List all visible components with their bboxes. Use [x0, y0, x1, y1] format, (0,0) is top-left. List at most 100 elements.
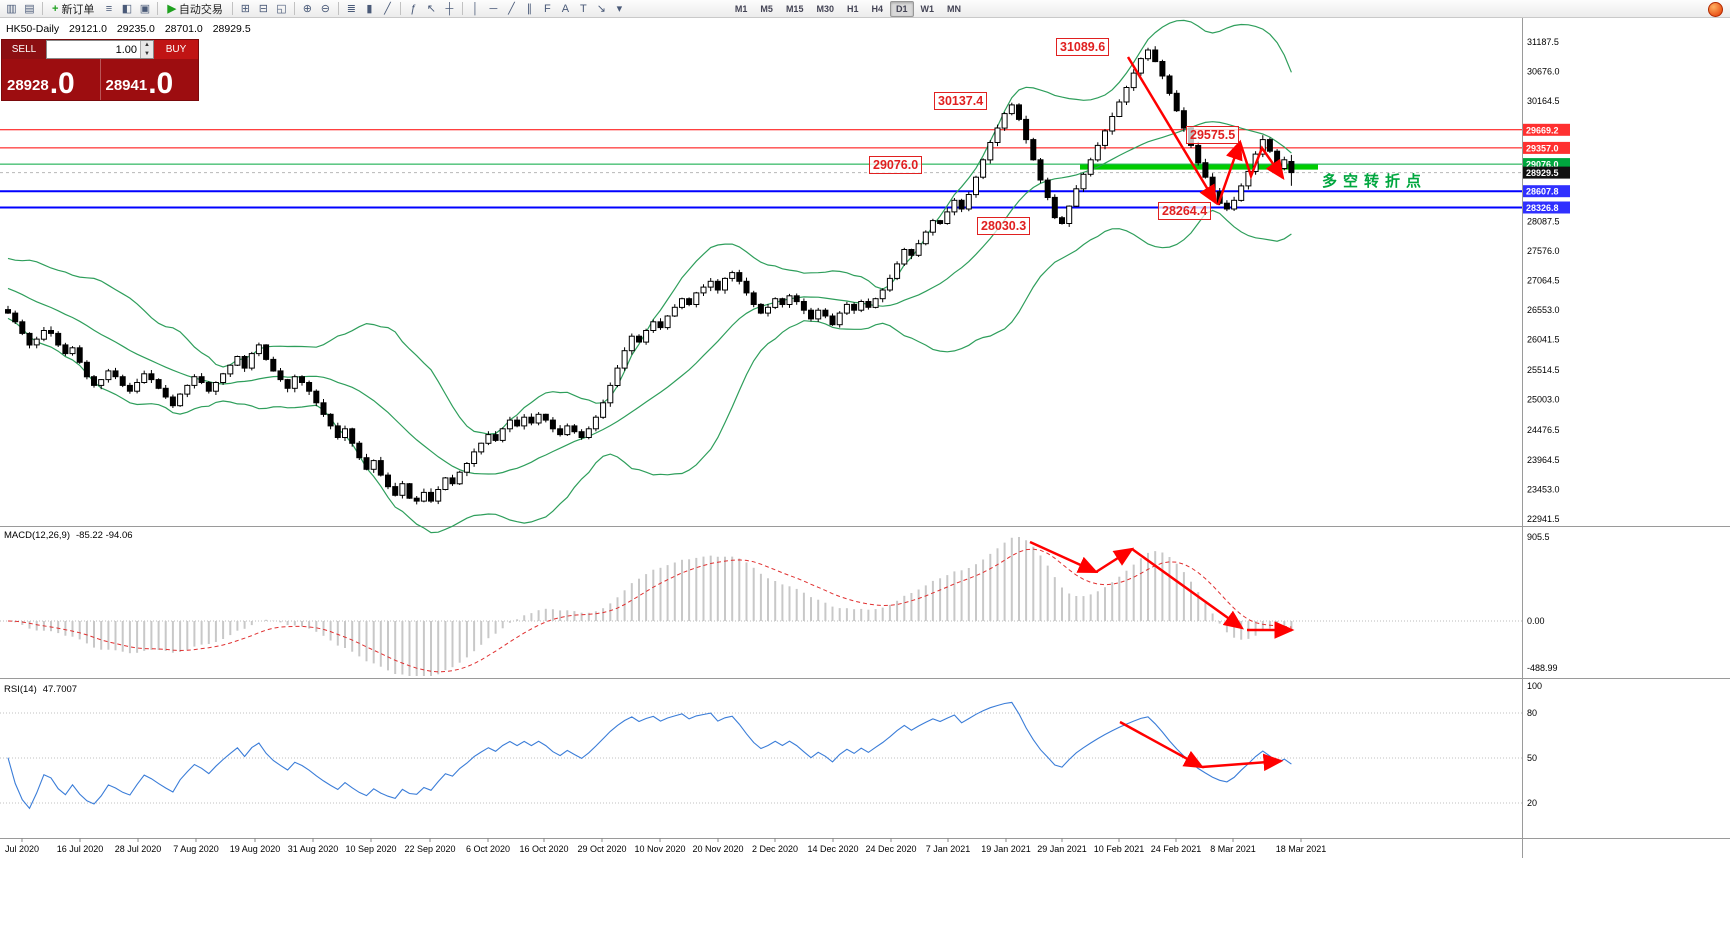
macd-histogram: [14, 537, 1293, 676]
timeframe-m1[interactable]: M1: [734, 3, 748, 14]
tile-windows-icon[interactable]: ⊞: [237, 1, 254, 16]
cursor-icon-glyph: ↖: [426, 3, 437, 15]
buy-price[interactable]: 28941 .0: [99, 59, 199, 100]
svg-text:20 Nov 2020: 20 Nov 2020: [692, 844, 743, 854]
price-annotation-box[interactable]: 29076.0: [869, 156, 923, 174]
svg-text:24 Feb 2021: 24 Feb 2021: [1151, 844, 1202, 854]
label-icon[interactable]: T: [575, 1, 592, 16]
line-chart-type-icon-glyph: ╱: [384, 3, 391, 15]
trend-arrows-macd[interactable]: [1029, 540, 1295, 639]
autotrade-button[interactable]: ▶ 自动交易: [162, 1, 227, 16]
fibonacci-icon[interactable]: F: [539, 1, 556, 16]
zoom-in-icon[interactable]: ⊕: [299, 1, 316, 16]
timeframe-m5[interactable]: M5: [760, 3, 773, 14]
svg-text:23453.0: 23453.0: [1527, 484, 1560, 494]
price-annotation-box[interactable]: 30137.4: [934, 92, 988, 110]
sell-button[interactable]: SELL: [2, 40, 46, 59]
price-annotation-box[interactable]: 28030.3: [977, 217, 1031, 235]
notifications-icon[interactable]: [1708, 2, 1723, 17]
volume-up-icon[interactable]: ▲: [141, 41, 153, 50]
crosshair-icon-glyph: ┼: [445, 2, 454, 15]
arrow-object-icon-glyph: ↘: [596, 3, 607, 15]
svg-text:Jul 2020: Jul 2020: [5, 844, 39, 854]
pane-borders: [0, 18, 1730, 858]
indicators-icon[interactable]: ƒ: [405, 1, 422, 16]
shapes-dropdown-icon[interactable]: ▾: [611, 1, 628, 16]
arrow-object-icon[interactable]: ↘: [593, 1, 610, 16]
autotrade-glyph: ▶: [167, 3, 176, 15]
price-axis[interactable]: 31187.5 30676.0 30164.5 28087.5 27576.0 27064…: [1527, 37, 1560, 524]
svg-text:14 Dec 2020: 14 Dec 2020: [807, 844, 858, 854]
svg-text:30164.5: 30164.5: [1527, 96, 1560, 106]
navigator-icon-glyph: ◧: [121, 3, 133, 15]
candlestick-chart-type-icon[interactable]: ▮: [361, 1, 378, 16]
chart-profiles-icon-glyph: ▤: [24, 3, 35, 15]
rsi-axis: 100 80 50 20: [1527, 681, 1542, 808]
svg-text:0.00: 0.00: [1527, 616, 1545, 626]
svg-text:25003.0: 25003.0: [1527, 395, 1560, 405]
volume-input[interactable]: [47, 41, 140, 58]
timeframe-mn[interactable]: MN: [947, 3, 962, 14]
timeframe-w1[interactable]: W1: [920, 3, 935, 14]
volume-down-icon[interactable]: ▼: [141, 49, 153, 58]
line-chart-type-icon[interactable]: ╱: [379, 1, 396, 16]
ohlc-high: 29235.0: [116, 23, 155, 35]
channel-icon-glyph: ∥: [526, 3, 533, 15]
zoom-out-icon[interactable]: ⊖: [317, 1, 334, 16]
sell-price[interactable]: 28928 .0: [2, 59, 100, 100]
navigator-icon[interactable]: ◧: [118, 1, 135, 16]
svg-text:30676.0: 30676.0: [1527, 67, 1560, 77]
rsi-line: [7, 701, 1292, 810]
svg-text:50: 50: [1527, 753, 1537, 763]
fibonacci-icon-glyph: F: [544, 2, 551, 15]
timeframe-d1[interactable]: D1: [890, 0, 914, 17]
toolbar-separator: [157, 2, 159, 15]
toolbar-separator: [337, 2, 339, 15]
volume-box: ▲ ▼: [46, 40, 154, 59]
rsi-levels: [0, 712, 1522, 804]
buy-button[interactable]: BUY: [154, 40, 198, 59]
bar-chart-type-icon[interactable]: ≣: [343, 1, 360, 16]
one-click-trading-panel: SELL ▲ ▼ BUY 28928 .0 28941 .0: [2, 40, 198, 100]
text-icon[interactable]: A: [557, 1, 574, 16]
time-axis[interactable]: Jul 2020 16 Jul 2020 28 Jul 2020 7 Aug 2020…: [5, 838, 1326, 854]
vertical-line-icon[interactable]: │: [467, 1, 484, 16]
svg-text:19 Aug 2020: 19 Aug 2020: [230, 844, 281, 854]
macd-signal-line: [7, 548, 1292, 673]
svg-text:26553.0: 26553.0: [1527, 305, 1560, 315]
svg-text:28607.8: 28607.8: [1526, 187, 1559, 197]
trendline-icon[interactable]: ╱: [503, 1, 520, 16]
trend-arrows-rsi[interactable]: [1119, 720, 1284, 772]
new-chart-icon[interactable]: ▥: [3, 1, 20, 16]
market-watch-icon[interactable]: ≡: [100, 1, 117, 16]
ohlc-close: 28929.5: [212, 23, 251, 35]
crosshair-icon[interactable]: ┼: [441, 1, 458, 16]
new-order-button[interactable]: + 新订单: [47, 1, 99, 16]
buy-price-pips: .0: [148, 66, 174, 100]
channel-icon[interactable]: ∥: [521, 1, 538, 16]
svg-text:10 Nov 2020: 10 Nov 2020: [634, 844, 685, 854]
chart-profiles-icon[interactable]: ▤: [21, 1, 38, 16]
trend-arrows-main[interactable]: [1126, 56, 1285, 206]
price-annotation-box[interactable]: 29575.5: [1186, 126, 1240, 144]
macd-name: MACD(12,26,9): [4, 530, 70, 541]
macd-values: -85.22 -94.06: [76, 530, 133, 541]
timeframe-h4[interactable]: H4: [871, 3, 883, 14]
cascade-windows-icon[interactable]: ⊟: [255, 1, 272, 16]
tile-windows-icon-glyph: ⊞: [240, 3, 251, 15]
terminal-icon[interactable]: ▣: [136, 1, 153, 16]
price-annotation-box[interactable]: 28264.4: [1158, 202, 1212, 220]
svg-text:20: 20: [1527, 798, 1537, 808]
horizontal-line-icon[interactable]: ─: [485, 1, 502, 16]
timeframe-m15[interactable]: M15: [785, 3, 804, 14]
timeframe-m30[interactable]: M30: [816, 3, 834, 14]
cursor-icon[interactable]: ↖: [423, 1, 440, 16]
price-annotation-box[interactable]: 31089.6: [1056, 38, 1110, 56]
svg-text:28929.5: 28929.5: [1526, 168, 1559, 178]
arrange-windows-icon[interactable]: ◱: [273, 1, 290, 16]
timeframe-h1[interactable]: H1: [846, 3, 859, 14]
svg-text:7 Aug 2020: 7 Aug 2020: [173, 844, 219, 854]
zoom-out-icon-glyph: ⊖: [320, 3, 331, 15]
